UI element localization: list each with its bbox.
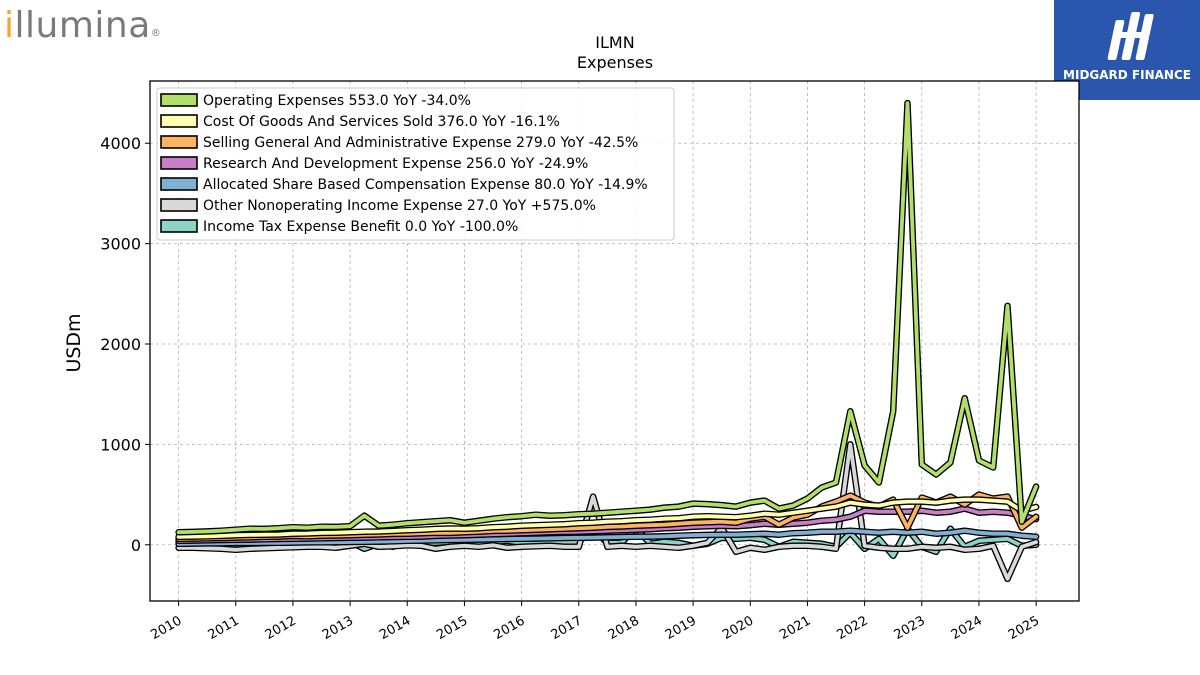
x-tick-label: 2013: [320, 613, 356, 643]
x-tick-label: 2010: [148, 613, 184, 643]
midgard-emblem-icon: [1107, 12, 1154, 60]
y-tick-label: 3000: [100, 235, 141, 254]
legend-swatch: [160, 114, 198, 128]
legend-swatch: [160, 156, 198, 170]
legend-entry: Operating Expenses 553.0 YoY -34.0%: [203, 93, 471, 109]
illumina-logo: illumina®: [4, 5, 162, 46]
chart-title: ILMN: [595, 33, 634, 52]
chart-subtitle: Expenses: [577, 53, 653, 72]
legend-entry: Income Tax Expense Benefit 0.0 YoY -100.…: [203, 219, 518, 235]
legend-entry: Other Nonoperating Income Expense 27.0 Y…: [203, 198, 596, 214]
y-axis-label: USDm: [63, 313, 85, 372]
series-line-other-nonoperating-income-expense: [176, 442, 1038, 581]
x-axis: 2010 2011 2012 2013 2014 2015 2016 2017 2018 2019…: [148, 601, 1042, 643]
legend-entry: Research And Development Expense 256.0 Y…: [203, 156, 588, 172]
x-tick-label: 2019: [663, 613, 699, 643]
x-tick-label: 2011: [206, 613, 242, 643]
illumina-logo-i: i: [4, 5, 15, 46]
legend-swatch: [160, 135, 198, 149]
y-tick-label: 1000: [100, 435, 141, 454]
x-tick-label: 2020: [720, 613, 756, 643]
legend-entry: Cost Of Goods And Services Sold 376.0 Yo…: [203, 114, 560, 130]
x-tick-label: 2025: [1006, 613, 1042, 643]
y-tick-label: 0: [131, 536, 141, 555]
legend-entry: Selling General And Administrative Expen…: [203, 135, 638, 151]
legend-entry: Allocated Share Based Compensation Expen…: [203, 177, 648, 193]
x-tick-label: 2021: [777, 613, 813, 643]
x-tick-label: 2012: [263, 613, 299, 643]
y-axis: 0 1000 2000 3000 4000: [100, 134, 150, 555]
midgard-brand-text: MIDGARD FINANCE: [1063, 68, 1191, 82]
x-tick-label: 2022: [834, 613, 870, 643]
x-tick-label: 2014: [377, 613, 413, 643]
legend-swatch: [160, 198, 198, 212]
illumina-logo-rest: llumina: [14, 5, 151, 46]
legend-box: [156, 87, 675, 241]
x-tick-label: 2024: [949, 613, 985, 643]
x-tick-label: 2023: [892, 613, 928, 643]
legend: Operating Expenses 553.0 YoY -34.0% Cost …: [156, 87, 675, 241]
plot-frame: [149, 80, 1080, 602]
series-layer: [175, 99, 1040, 583]
x-tick-label: 2015: [434, 613, 470, 643]
legend-swatch: [160, 177, 198, 191]
series-line-cost-of-goods-and-services-sold: [176, 497, 1038, 539]
y-tick-label: 2000: [100, 335, 141, 354]
series-line-allocated-share-based-compensation-expense: [176, 528, 1038, 546]
x-tick-label: 2017: [549, 613, 585, 643]
legend-swatch: [160, 219, 198, 233]
legend-swatch: [160, 93, 198, 107]
y-tick-label: 4000: [100, 134, 141, 153]
x-tick-label: 2016: [491, 613, 527, 643]
series-line-operating-expenses: [176, 101, 1038, 535]
x-tick-label: 2018: [606, 613, 642, 643]
